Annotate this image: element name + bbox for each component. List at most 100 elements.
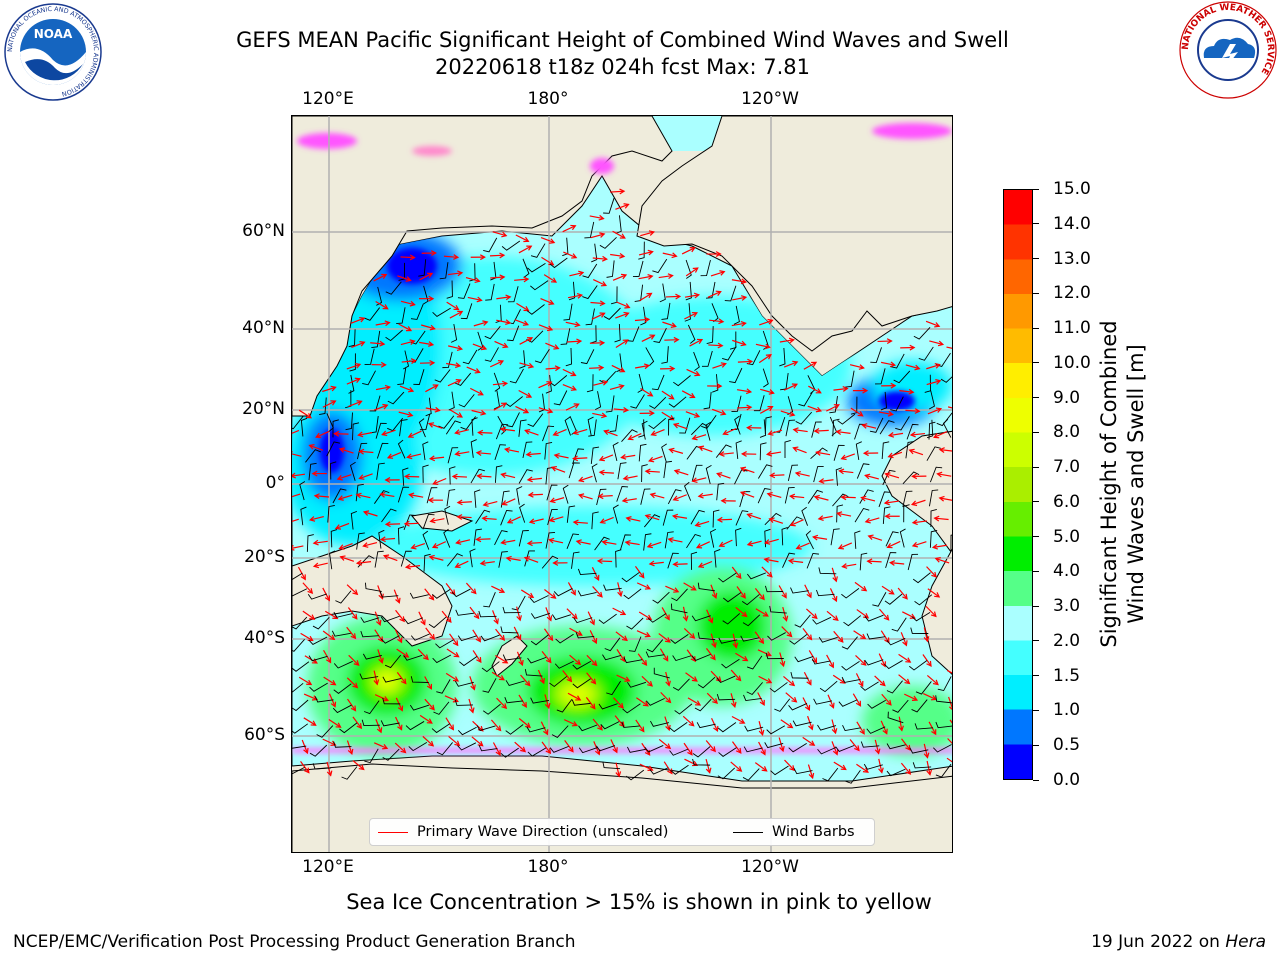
wind-barb — [580, 349, 595, 365]
wave-arrow-head — [454, 740, 461, 747]
wind-barb — [292, 682, 304, 693]
wave-direction-arrow — [448, 345, 462, 350]
wind-barb — [950, 534, 952, 552]
wave-arrow-head — [406, 453, 413, 460]
wind-barb — [475, 509, 491, 524]
wind-barb — [376, 462, 385, 480]
wind-barb — [549, 745, 569, 753]
wind-barb — [505, 396, 523, 408]
wave-arrow-head — [407, 432, 414, 438]
wave-direction-arrow — [759, 406, 773, 414]
wind-barb — [718, 572, 737, 583]
wave-arrow-head — [902, 593, 908, 600]
wave-arrow-head — [782, 615, 789, 622]
wind-barb — [795, 411, 813, 425]
wave-arrow-head — [550, 277, 558, 283]
wind-barb — [596, 745, 616, 752]
wave-arrow-head — [426, 718, 433, 724]
wave-arrow-head — [505, 319, 512, 326]
wind-barb — [431, 589, 451, 599]
wind-barb — [879, 420, 895, 435]
wave-arrow-head — [883, 499, 890, 506]
wind-barb — [305, 449, 321, 463]
wind-barb — [382, 748, 400, 761]
wind-barb — [606, 260, 615, 278]
wave-direction-arrow — [641, 675, 653, 687]
wave-arrow-head — [468, 707, 475, 714]
wave-direction-arrow — [780, 719, 793, 729]
wave-arrow-head — [649, 334, 656, 340]
wave-arrow-head — [423, 654, 429, 661]
wave-direction-arrow — [662, 321, 676, 328]
wave-direction-arrow — [576, 540, 591, 545]
map-legend: Primary Wave Direction (unscaled) Wind B… — [369, 818, 875, 846]
noaa-logo: NATIONAL OCEANIC AND ATMOSPHERIC ADMINIS… — [4, 3, 102, 101]
wind-barb — [371, 330, 381, 348]
wind-barb — [741, 594, 760, 606]
wind-barb — [632, 260, 644, 277]
wave-direction-arrow — [639, 292, 652, 302]
wind-barb — [832, 493, 849, 507]
wind-barb — [527, 656, 547, 664]
wind-barb — [292, 639, 305, 652]
wave-direction-arrow — [946, 346, 952, 349]
wave-arrow-head — [420, 619, 426, 626]
wind-barb — [436, 742, 453, 756]
wind-barb — [591, 463, 598, 483]
wave-direction-arrow — [612, 607, 626, 615]
wave-arrow-head — [599, 518, 606, 524]
wave-direction-arrow — [683, 742, 693, 756]
wind-barb — [690, 551, 698, 570]
wave-direction-arrow — [315, 430, 330, 438]
wind-barb — [422, 513, 435, 530]
wave-direction-arrow — [685, 672, 698, 682]
wave-arrow-head — [792, 427, 799, 434]
wind-barb — [509, 368, 524, 384]
wind-barb — [667, 489, 682, 505]
lat-tick-label: 40°N — [242, 318, 285, 338]
wind-barb — [627, 746, 646, 753]
wind-barb — [700, 259, 711, 277]
wave-direction-arrow — [634, 565, 645, 578]
wave-arrow-head — [356, 400, 363, 406]
wind-barb — [374, 490, 390, 504]
wave-direction-arrow — [449, 633, 459, 646]
wind-barb — [384, 654, 402, 669]
wave-arrow-head — [356, 723, 363, 730]
wave-direction-arrow — [939, 497, 952, 501]
wind-barb — [890, 396, 904, 412]
wave-direction-arrow — [712, 363, 726, 369]
wave-arrow-head — [644, 631, 651, 638]
wave-direction-arrow — [359, 450, 374, 454]
wave-arrow-head — [665, 680, 671, 687]
footer-date: 19 Jun 2022 on Hera — [1091, 932, 1266, 952]
bottom-tick-label: 120°E — [302, 857, 354, 877]
wave-direction-arrow — [599, 454, 614, 461]
wave-arrow-head — [619, 188, 626, 195]
wave-arrow-head — [690, 656, 697, 663]
wave-direction-arrow — [302, 610, 315, 620]
wave-arrow-head — [739, 490, 747, 497]
wave-direction-arrow — [592, 412, 607, 417]
wind-barb — [599, 236, 617, 249]
wave-direction-arrow — [348, 654, 360, 666]
sea-ice-note: Sea Ice Concentration > 15% is shown in … — [346, 890, 932, 914]
wave-direction-arrow — [612, 274, 627, 281]
colorbar-tick: 1.0 — [1033, 700, 1080, 720]
wave-direction-arrow — [347, 698, 356, 711]
wind-barb — [690, 509, 705, 525]
wave-direction-arrow — [645, 514, 660, 521]
wave-direction-arrow — [298, 676, 312, 686]
wave-direction-arrow — [397, 275, 411, 281]
wave-direction-arrow — [636, 630, 651, 637]
wind-barb — [526, 304, 545, 315]
wind-barb — [530, 612, 551, 619]
wind-barb — [545, 374, 552, 394]
wave-arrow-head — [720, 362, 727, 368]
colorbar-tick: 1.5 — [1033, 666, 1080, 686]
wind-barb — [399, 419, 408, 437]
wave-arrow-head — [382, 744, 389, 750]
wind-barb — [556, 698, 573, 713]
wave-direction-arrow — [833, 761, 847, 770]
wind-barb — [652, 258, 668, 274]
